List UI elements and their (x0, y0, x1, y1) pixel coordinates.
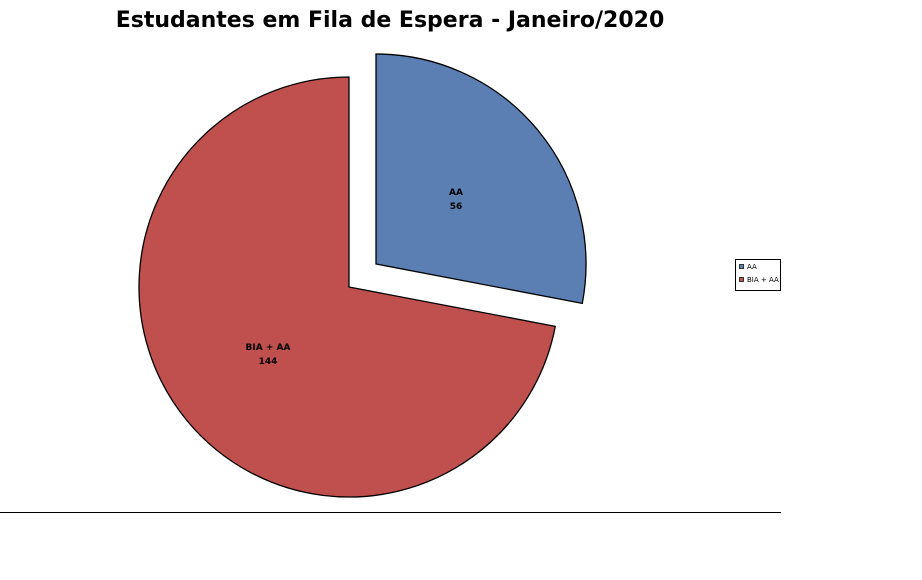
data-label-value: 144 (259, 357, 278, 367)
pie-slice-aa (375, 53, 587, 305)
data-label-category: BIA + AA (246, 343, 291, 353)
chart-title: Estudantes em Fila de Espera - Janeiro/2… (115, 8, 665, 33)
legend-item-aa: AA (736, 260, 780, 273)
legend-item-bia-aa: BIA + AA (736, 273, 780, 286)
baseline-divider (0, 512, 781, 513)
legend-swatch-aa (739, 264, 744, 269)
legend-label: BIA + AA (747, 275, 779, 284)
data-label-value: 56 (450, 202, 463, 212)
legend-swatch-bia-aa (739, 277, 744, 282)
legend-label: AA (747, 262, 757, 271)
pie-slice-bia-aa (138, 76, 557, 498)
data-label-category: AA (449, 188, 463, 198)
legend: AA BIA + AA (735, 259, 781, 291)
